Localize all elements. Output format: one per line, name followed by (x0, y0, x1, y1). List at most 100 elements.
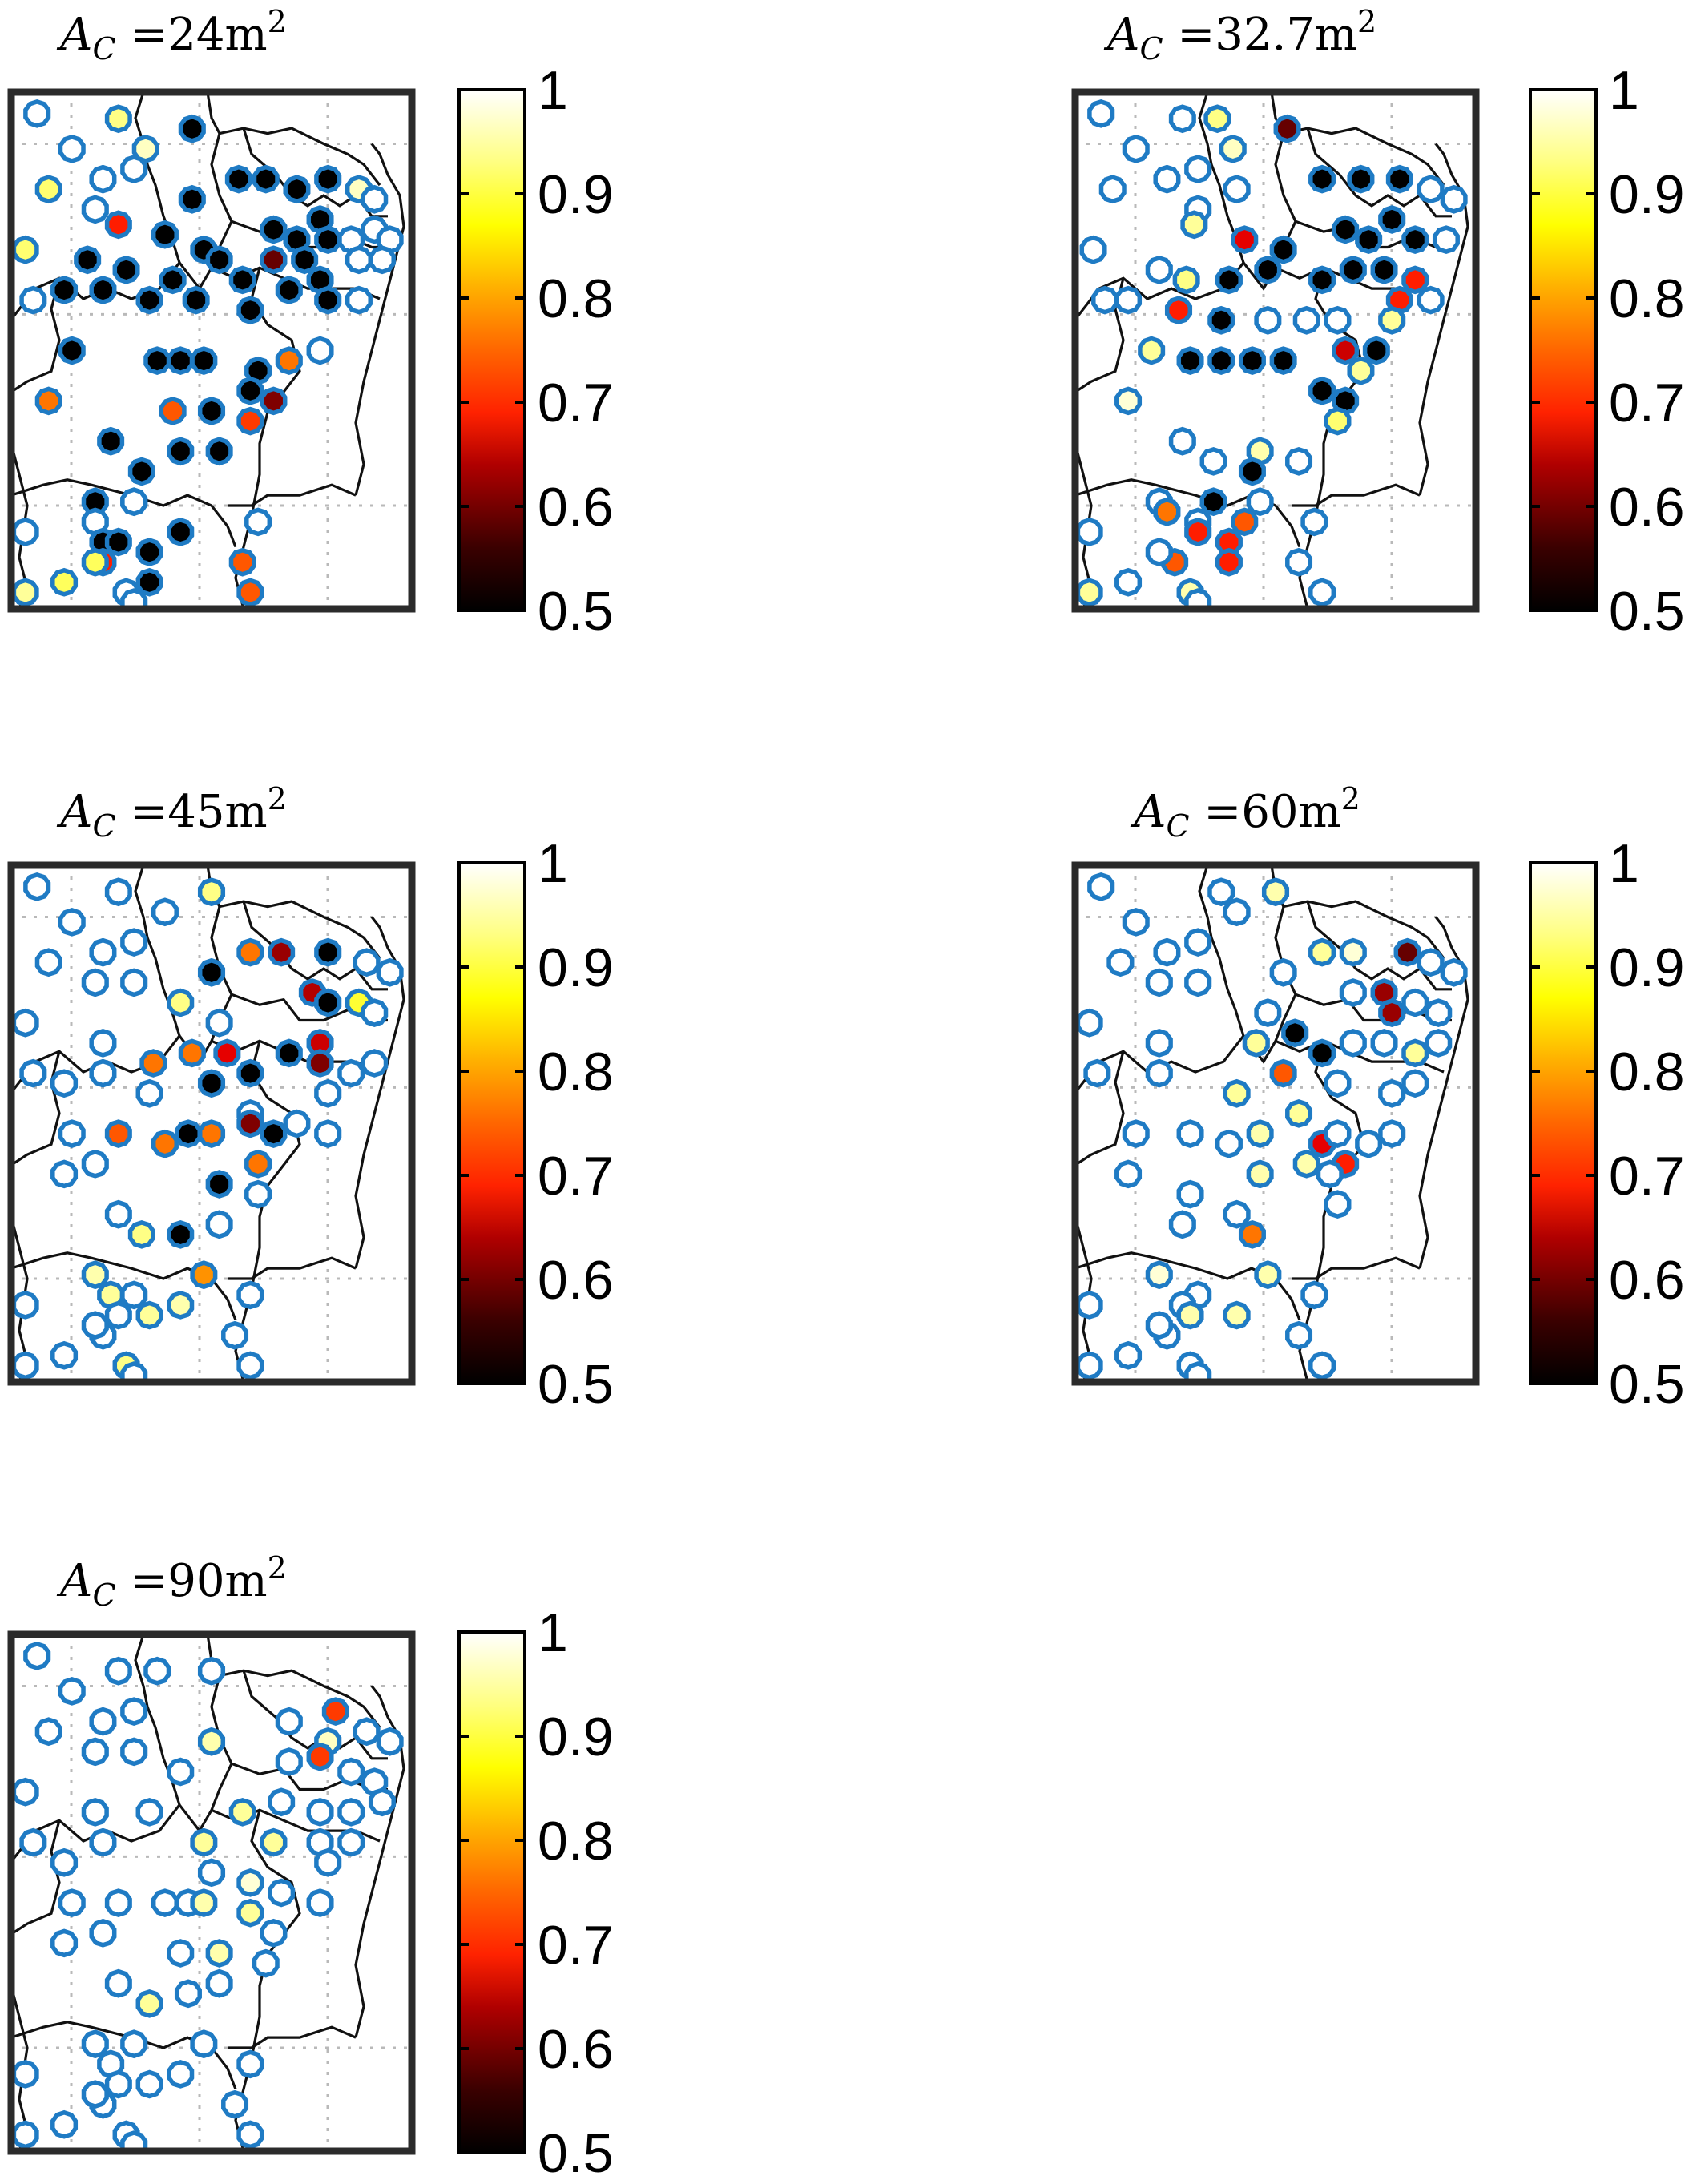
state-border (354, 1685, 405, 2038)
station-marker (337, 1798, 365, 1827)
station-marker (1122, 908, 1150, 937)
station-marker (1231, 507, 1259, 537)
station-marker (1122, 1119, 1150, 1148)
station-marker (1223, 1078, 1251, 1108)
station-marker (120, 1361, 148, 1382)
colorbar-tick-label: 0.7 (1609, 373, 1685, 433)
station-marker (182, 285, 210, 315)
station-marker (1184, 1361, 1212, 1382)
station-marker (1425, 998, 1453, 1027)
station-marker (1393, 937, 1421, 967)
station-marker (1285, 447, 1313, 476)
station-marker (97, 426, 125, 456)
map-frame (7, 1630, 416, 2155)
station-marker (306, 1888, 334, 1917)
station-marker (1401, 1038, 1429, 1068)
station-marker (1285, 1099, 1313, 1128)
station-marker (34, 386, 62, 416)
station-marker (1145, 1260, 1173, 1290)
station-marker (1339, 256, 1367, 284)
station-marker (268, 1787, 296, 1817)
station-marker (368, 245, 396, 275)
station-marker (89, 276, 117, 304)
station-marker (1378, 205, 1406, 234)
station-marker (1425, 1029, 1453, 1058)
station-marker (314, 937, 342, 967)
station-marker (1261, 877, 1290, 907)
station-marker (260, 1918, 288, 1948)
state-border (1306, 901, 1452, 991)
station-marker (11, 1008, 39, 1038)
station-marker (228, 265, 256, 295)
station-marker (1269, 1058, 1297, 1088)
colorbar-tick-label: 1 (538, 60, 568, 121)
station-marker (1300, 507, 1328, 537)
station-marker (19, 285, 47, 315)
station-marker (236, 1280, 264, 1310)
station-marker (314, 164, 342, 194)
panel-5: AC =90m2 1 0.9 0.8 0.7 0.6 0.5 (7, 1550, 614, 2184)
station-marker (1370, 1029, 1398, 1058)
station-marker (221, 1320, 249, 1350)
state-border (1418, 143, 1469, 496)
station-marker (1285, 547, 1313, 577)
map-frame (1071, 861, 1480, 1386)
station-marker (11, 2060, 39, 2089)
station-marker (104, 1199, 132, 1229)
station-marker (1098, 175, 1127, 204)
station-marker (1440, 184, 1468, 214)
colorbar-tick-label: 0.5 (538, 581, 614, 642)
colorbar: 1 0.9 0.8 0.7 0.6 0.5 (1529, 60, 1685, 642)
state-border (178, 133, 233, 291)
station-marker (151, 897, 179, 927)
station-marker (345, 285, 373, 315)
station-marker (120, 2029, 148, 2059)
station-marker (1246, 487, 1274, 517)
station-marker (314, 988, 342, 1017)
station-marker (34, 1717, 62, 1747)
colorbar-tick-label: 0.6 (1609, 477, 1685, 538)
station-marker (58, 1677, 86, 1706)
station-marker (1332, 215, 1360, 244)
colorbar-tick-label: 0.9 (1609, 164, 1685, 225)
station-marker (1083, 1058, 1111, 1088)
station-marker (178, 114, 206, 143)
map-area (11, 1634, 412, 2151)
station-marker (205, 1170, 233, 1199)
station-marker (275, 346, 303, 375)
station-marker (1332, 336, 1360, 365)
station-marker (1091, 285, 1119, 315)
station-marker (361, 184, 389, 214)
station-marker (306, 336, 334, 365)
panel-title: AC =32.7m2 (1103, 4, 1376, 66)
station-marker (131, 135, 159, 163)
station-marker (260, 1827, 288, 1857)
station-marker (81, 968, 109, 997)
station-marker (1254, 998, 1282, 1027)
station-marker (167, 437, 195, 466)
station-marker (1308, 376, 1336, 405)
station-marker (89, 1707, 117, 1736)
station-marker (1246, 1119, 1274, 1148)
station-marker (1153, 937, 1181, 967)
station-marker (190, 1827, 218, 1857)
title-value: =90m (116, 1555, 268, 1607)
station-marker (1184, 518, 1212, 546)
station-marker (337, 1058, 365, 1088)
station-marker (268, 937, 296, 967)
station-marker (197, 1069, 226, 1098)
colorbar-frame (457, 861, 526, 1385)
station-marker (104, 210, 132, 240)
colorbar-tick-label: 0.8 (1609, 1042, 1685, 1102)
station-marker (306, 1049, 334, 1078)
station-marker (104, 1119, 132, 1148)
station-marker (120, 1697, 148, 1726)
colorbar-tick-label: 0.9 (538, 1707, 614, 1767)
panel-4: AC =60m2 1 0.9 0.8 0.7 0.6 0.5 (1071, 781, 1685, 1415)
station-marker (159, 265, 187, 295)
station-marker (1370, 256, 1398, 284)
station-marker (1362, 336, 1390, 365)
station-marker (1184, 588, 1212, 609)
station-marker (1238, 346, 1266, 375)
station-marker (197, 957, 226, 987)
